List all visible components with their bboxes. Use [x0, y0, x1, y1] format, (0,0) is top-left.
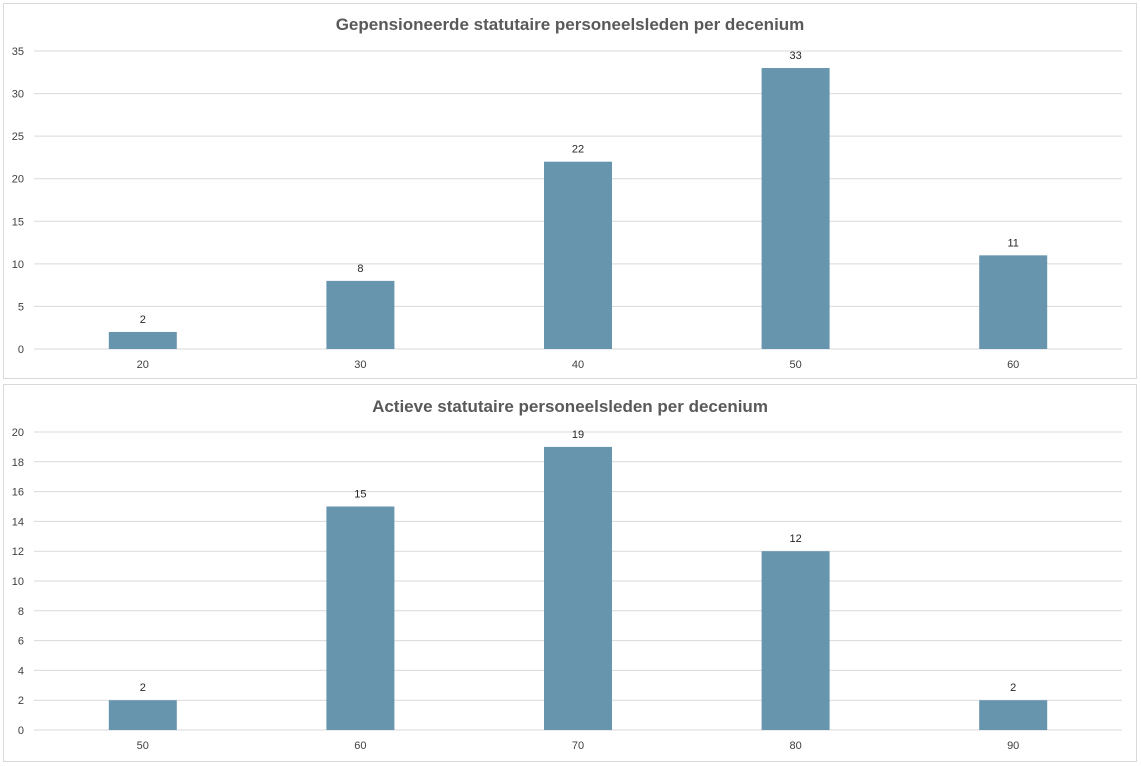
bar: [544, 446, 612, 730]
chart-panel-retired: Gepensioneerde statutaire personeelslede…: [3, 3, 1137, 379]
y-tick-label: 15: [12, 216, 24, 228]
y-tick-label: 0: [18, 344, 24, 356]
bar: [761, 68, 830, 350]
data-label: 33: [789, 50, 801, 62]
bar: [326, 506, 395, 730]
y-tick-label: 0: [18, 725, 24, 737]
y-tick-label: 16: [12, 487, 24, 499]
y-tick-label: 35: [12, 46, 24, 58]
bar-chart-active: Actieve statutaire personeelsleden per d…: [12, 397, 1122, 752]
data-label: 12: [789, 533, 801, 545]
data-label: 11: [1007, 237, 1018, 249]
chart-title: Gepensioneerde statutaire personeelslede…: [336, 15, 805, 34]
bar: [979, 700, 1048, 730]
y-tick-label: 30: [12, 89, 24, 101]
bar-chart-retired: Gepensioneerde statutaire personeelslede…: [12, 15, 1122, 371]
y-tick-label: 4: [18, 665, 24, 677]
bar: [979, 255, 1048, 349]
x-tick-label: 20: [137, 359, 149, 371]
bar: [108, 700, 177, 730]
x-tick-label: 60: [354, 740, 366, 752]
x-tick-label: 70: [572, 740, 584, 752]
plot-area: 0 2 4 6 8 10 12 14 16 18 20 2 50 15 60 19 70 12 80 2 90: [12, 427, 1122, 752]
y-tick-label: 8: [18, 606, 24, 618]
y-tick-label: 6: [18, 636, 24, 648]
chart-panel-active: Actieve statutaire personeelsleden per d…: [3, 384, 1137, 762]
y-tick-label: 12: [12, 546, 24, 558]
y-tick-label: 2: [18, 695, 24, 707]
data-label: 2: [1010, 682, 1016, 694]
data-label: 22: [572, 144, 584, 156]
x-tick-label: 50: [137, 740, 149, 752]
data-label: 15: [354, 489, 366, 501]
x-tick-label: 40: [572, 359, 584, 371]
data-label: 2: [140, 682, 146, 694]
y-tick-label: 10: [12, 576, 24, 588]
x-tick-label: 30: [354, 359, 366, 371]
bar: [326, 280, 395, 349]
bar: [108, 331, 177, 349]
y-tick-label: 18: [12, 457, 24, 469]
x-tick-label: 60: [1007, 359, 1019, 371]
chart-title: Actieve statutaire personeelsleden per d…: [372, 397, 768, 416]
bar: [761, 551, 830, 730]
x-tick-label: 80: [789, 740, 801, 752]
plot-area: 0 5 10 15 20 25 30 35 2 20 8 30 22 40 33 50 11 60: [12, 46, 1122, 371]
data-label: 2: [140, 314, 146, 326]
bar: [544, 161, 612, 349]
data-label: 19: [572, 429, 584, 441]
y-tick-label: 14: [12, 516, 24, 528]
data-label: 8: [357, 263, 363, 275]
y-tick-label: 20: [12, 427, 24, 439]
y-tick-label: 20: [12, 174, 24, 186]
x-tick-label: 90: [1007, 740, 1019, 752]
y-tick-label: 10: [12, 259, 24, 271]
x-tick-label: 50: [789, 359, 801, 371]
y-tick-label: 5: [18, 301, 24, 313]
y-tick-label: 25: [12, 131, 24, 143]
